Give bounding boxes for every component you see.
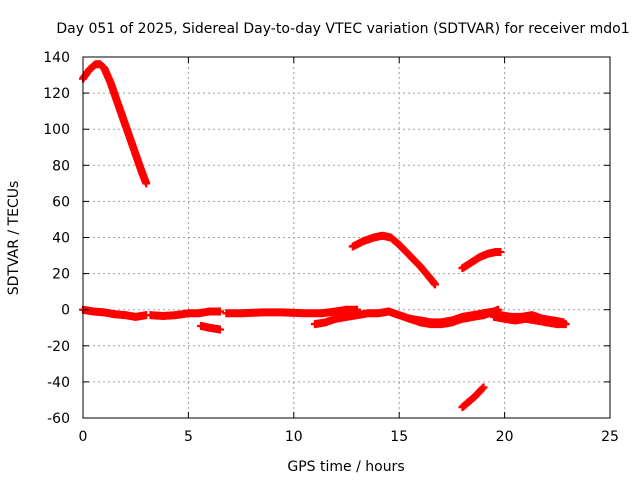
y-tick-label: -60: [47, 411, 70, 427]
x-tick-label: 0: [79, 429, 88, 445]
y-tick-label: 20: [52, 267, 70, 283]
y-tick-label: 40: [52, 231, 70, 247]
data-point: [216, 307, 225, 316]
series-arc-1: [79, 60, 151, 188]
series-arc-3: [146, 307, 225, 321]
grid: [82, 56, 611, 419]
axes: 0 5 10 15 20 25 -60 -40 -20 0 20 40 60 80 100 120 140: [43, 50, 619, 445]
data-point: [142, 179, 151, 188]
data-point-run: [417, 263, 434, 282]
y-tick-label: -20: [47, 339, 70, 355]
series-arc-7: [348, 231, 440, 289]
series-arc-2: [79, 305, 151, 321]
y-tick-label: 120: [43, 86, 70, 102]
chart-title: Day 051 of 2025, Sidereal Day-to-day VTE…: [56, 21, 629, 37]
y-tick-label: 0: [61, 303, 70, 319]
y-tick-label: 100: [43, 122, 70, 138]
x-tick-label: 10: [285, 429, 303, 445]
data-point-run: [491, 306, 501, 315]
data-point: [479, 383, 488, 392]
series-arc-4: [197, 321, 225, 334]
y-tick-label: -40: [47, 375, 70, 391]
series-arc-13: [496, 311, 568, 327]
data-point: [494, 305, 503, 314]
y-tick-label: 80: [52, 158, 70, 174]
y-tick-label: 60: [52, 194, 70, 210]
x-axis-label: GPS time / hours: [287, 459, 404, 475]
data-point-run: [96, 61, 108, 71]
series-arc-9: [405, 305, 503, 327]
x-tick-label: 5: [184, 429, 193, 445]
y-tick-label: 140: [43, 50, 70, 66]
series-arc-10: [458, 247, 505, 273]
plot-frame: [82, 56, 611, 419]
x-tick-label: 20: [496, 429, 514, 445]
data-point: [216, 325, 225, 334]
data-points: [79, 60, 570, 412]
data-point: [559, 318, 568, 327]
series-arc-11: [458, 383, 488, 412]
data-point: [496, 247, 505, 256]
y-axis-label: SDTVAR / TECUs: [6, 181, 22, 296]
data-point: [431, 280, 440, 289]
x-tick-label: 25: [601, 429, 619, 445]
x-tick-label: 15: [390, 429, 408, 445]
series-arc-5: [222, 305, 362, 318]
